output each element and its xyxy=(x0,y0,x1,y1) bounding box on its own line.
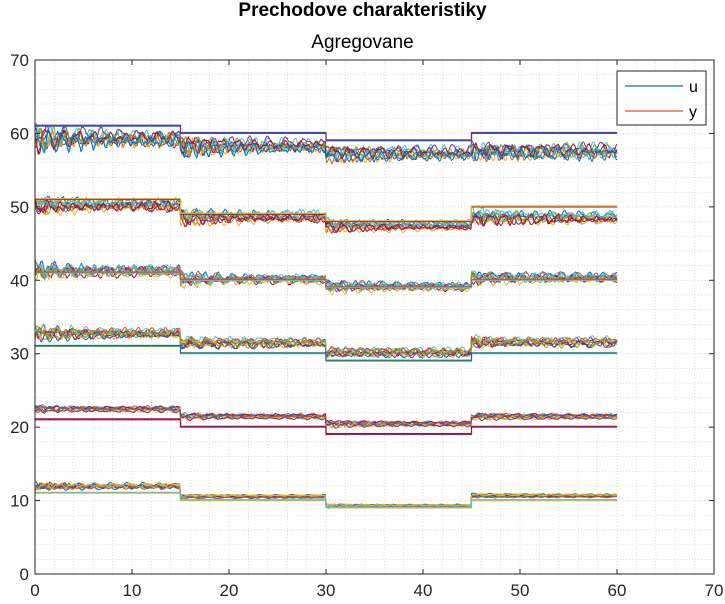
x-tick-label: 50 xyxy=(511,581,530,600)
series-line-u xyxy=(35,491,617,508)
series-line-u xyxy=(35,418,617,435)
y-tick-label: 60 xyxy=(10,124,29,143)
x-tick-label: 40 xyxy=(414,581,433,600)
y-tick-label: 30 xyxy=(10,345,29,364)
legend-label-u: u xyxy=(689,79,698,96)
x-tick-label: 30 xyxy=(317,581,336,600)
y-tick-label: 70 xyxy=(10,51,29,70)
x-tick-label: 10 xyxy=(123,581,142,600)
chart-subtitle: Agregovane xyxy=(311,32,414,53)
x-tick-label: 0 xyxy=(30,581,39,600)
series-line-u xyxy=(35,124,617,141)
series-line-y xyxy=(35,199,618,234)
y-tick-label: 40 xyxy=(10,271,29,290)
chart-title: Prechodove charakteristiky xyxy=(238,0,487,21)
series-line-u xyxy=(35,271,617,288)
series-line-u xyxy=(35,198,617,222)
series-group xyxy=(35,123,618,509)
y-tick-label: 10 xyxy=(10,492,29,511)
y-tick-label: 20 xyxy=(10,418,29,437)
x-tick-label: 60 xyxy=(608,581,627,600)
axes-box xyxy=(34,59,715,575)
legend-label-y: y xyxy=(689,104,697,121)
y-tick-label: 50 xyxy=(10,198,29,217)
y-tick-label: 0 xyxy=(20,565,29,584)
x-tick-label: 20 xyxy=(220,581,239,600)
series-line-y xyxy=(35,325,618,356)
x-tick-label: 70 xyxy=(705,581,724,600)
series-line-y xyxy=(35,408,618,429)
series-line-u xyxy=(35,344,617,361)
series-line-y xyxy=(35,127,618,163)
legend-box xyxy=(616,70,707,126)
